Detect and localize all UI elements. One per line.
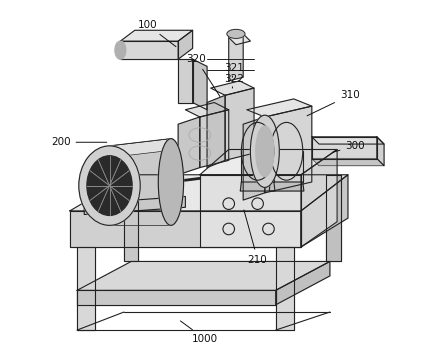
Polygon shape [200,110,229,167]
Polygon shape [276,247,294,330]
Polygon shape [77,290,276,305]
Polygon shape [70,175,348,211]
Polygon shape [200,175,301,247]
Text: 300: 300 [333,141,365,153]
Polygon shape [207,95,225,167]
Polygon shape [178,59,193,103]
Polygon shape [70,211,301,247]
Polygon shape [269,182,304,191]
Polygon shape [178,30,193,59]
Polygon shape [312,137,377,158]
Polygon shape [229,34,243,81]
Text: 210: 210 [244,210,268,265]
Text: 1000: 1000 [180,321,218,344]
Polygon shape [178,117,200,175]
Ellipse shape [250,115,279,187]
Polygon shape [312,137,384,144]
Polygon shape [326,175,341,261]
Polygon shape [120,41,178,59]
Polygon shape [265,106,312,193]
Text: 100: 100 [138,20,176,47]
Polygon shape [109,139,178,157]
Ellipse shape [256,126,274,177]
Polygon shape [124,175,138,261]
Polygon shape [243,117,265,200]
Polygon shape [225,88,254,160]
Text: 321: 321 [224,63,244,77]
Ellipse shape [115,41,126,59]
Ellipse shape [79,146,140,225]
Polygon shape [84,197,185,214]
Polygon shape [301,150,337,247]
Polygon shape [229,34,250,45]
Polygon shape [109,139,171,225]
Polygon shape [301,175,348,247]
Polygon shape [276,261,330,305]
Polygon shape [247,99,312,117]
Polygon shape [240,182,275,191]
Polygon shape [193,59,207,110]
Polygon shape [211,81,254,95]
Polygon shape [77,261,330,290]
Text: 322: 322 [224,74,244,88]
Text: 310: 310 [307,90,360,116]
Polygon shape [312,158,384,166]
Ellipse shape [87,156,132,215]
Text: 320: 320 [187,54,220,96]
Polygon shape [120,30,193,41]
Polygon shape [185,103,229,117]
Ellipse shape [227,29,245,39]
Ellipse shape [158,139,183,225]
Polygon shape [377,137,384,166]
Polygon shape [200,150,337,175]
Text: 200: 200 [51,137,107,147]
Polygon shape [77,247,95,330]
